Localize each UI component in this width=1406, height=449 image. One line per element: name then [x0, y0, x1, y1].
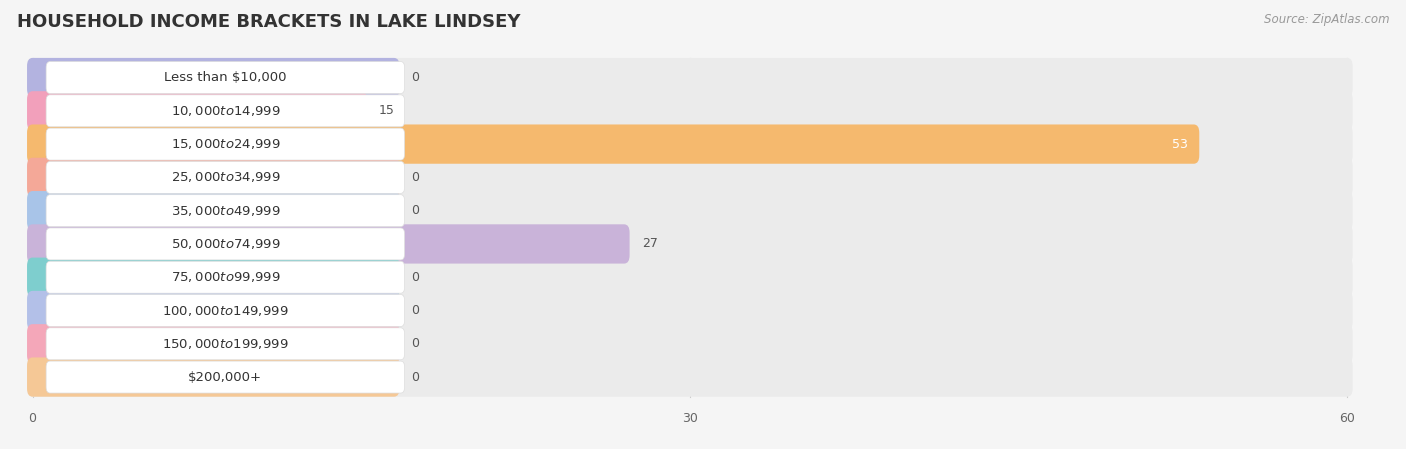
FancyBboxPatch shape	[46, 95, 405, 127]
FancyBboxPatch shape	[46, 361, 405, 393]
Text: 0: 0	[412, 271, 419, 284]
Text: $35,000 to $49,999: $35,000 to $49,999	[170, 204, 280, 218]
Text: 0: 0	[412, 370, 419, 383]
FancyBboxPatch shape	[27, 158, 399, 197]
FancyBboxPatch shape	[27, 224, 1353, 264]
FancyBboxPatch shape	[27, 124, 1199, 164]
Text: 53: 53	[1171, 137, 1188, 150]
FancyBboxPatch shape	[27, 357, 1353, 397]
Text: $200,000+: $200,000+	[188, 370, 263, 383]
Text: 0: 0	[412, 337, 419, 350]
FancyBboxPatch shape	[27, 258, 1353, 297]
FancyBboxPatch shape	[46, 228, 405, 260]
Text: $75,000 to $99,999: $75,000 to $99,999	[170, 270, 280, 284]
Text: Source: ZipAtlas.com: Source: ZipAtlas.com	[1264, 13, 1389, 26]
FancyBboxPatch shape	[27, 224, 630, 264]
FancyBboxPatch shape	[27, 324, 1353, 363]
FancyBboxPatch shape	[27, 291, 1353, 330]
Text: $50,000 to $74,999: $50,000 to $74,999	[170, 237, 280, 251]
Text: 0: 0	[412, 304, 419, 317]
Text: Less than $10,000: Less than $10,000	[165, 71, 287, 84]
FancyBboxPatch shape	[27, 291, 399, 330]
Text: $25,000 to $34,999: $25,000 to $34,999	[170, 170, 280, 185]
FancyBboxPatch shape	[27, 58, 399, 97]
Text: 0: 0	[412, 171, 419, 184]
FancyBboxPatch shape	[27, 191, 1353, 230]
FancyBboxPatch shape	[46, 328, 405, 360]
Text: $15,000 to $24,999: $15,000 to $24,999	[170, 137, 280, 151]
Text: 27: 27	[641, 238, 658, 251]
Text: $150,000 to $199,999: $150,000 to $199,999	[162, 337, 288, 351]
FancyBboxPatch shape	[46, 161, 405, 194]
FancyBboxPatch shape	[27, 324, 399, 363]
FancyBboxPatch shape	[46, 261, 405, 293]
FancyBboxPatch shape	[27, 58, 1353, 97]
FancyBboxPatch shape	[27, 158, 1353, 197]
Text: $100,000 to $149,999: $100,000 to $149,999	[162, 304, 288, 317]
FancyBboxPatch shape	[27, 124, 1353, 164]
FancyBboxPatch shape	[46, 295, 405, 326]
FancyBboxPatch shape	[27, 191, 399, 230]
FancyBboxPatch shape	[27, 258, 399, 297]
Text: $10,000 to $14,999: $10,000 to $14,999	[170, 104, 280, 118]
Text: HOUSEHOLD INCOME BRACKETS IN LAKE LINDSEY: HOUSEHOLD INCOME BRACKETS IN LAKE LINDSE…	[17, 13, 520, 31]
FancyBboxPatch shape	[46, 195, 405, 227]
FancyBboxPatch shape	[27, 91, 1353, 131]
Text: 15: 15	[378, 104, 395, 117]
FancyBboxPatch shape	[46, 62, 405, 93]
Text: 0: 0	[412, 204, 419, 217]
FancyBboxPatch shape	[46, 128, 405, 160]
Text: 0: 0	[412, 71, 419, 84]
FancyBboxPatch shape	[27, 91, 367, 131]
FancyBboxPatch shape	[27, 357, 399, 397]
